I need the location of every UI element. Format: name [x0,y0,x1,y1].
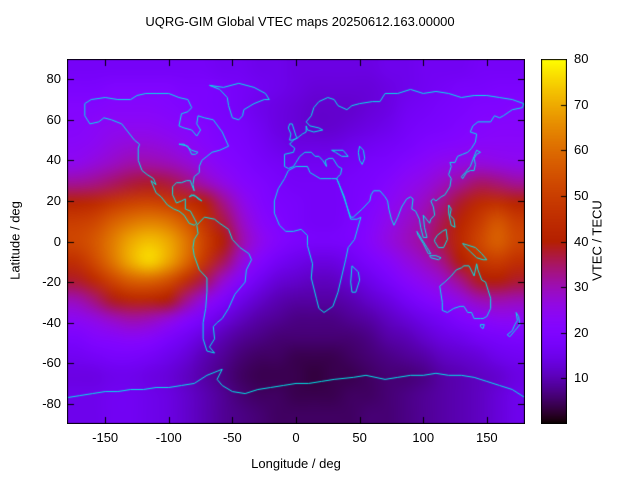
x-axis-label: Longitude / deg [251,456,341,471]
vtec-heatmap-canvas [67,59,525,424]
y-tick-label: -80 [42,395,61,411]
colorbar-canvas [541,59,567,424]
y-tick-label: -60 [42,355,61,371]
chart-title: UQRG-GIM Global VTEC maps 20250612.163.0… [145,14,455,29]
colorbar-tick-label: 50 [574,187,589,203]
y-axis-label: Latitude / deg [7,201,23,280]
y-tick-label: -20 [42,274,61,290]
x-tick-label: 50 [352,430,367,445]
x-tick-label: -100 [155,430,182,445]
colorbar-tick-label: 20 [574,324,589,340]
colorbar-tick-label: 30 [574,279,589,295]
y-tick-label: 40 [46,152,61,168]
colorbar-tick-label: 10 [574,370,589,386]
colorbar-tick-label: 60 [574,142,589,158]
y-tick-label: 60 [46,111,61,127]
x-tick-label: 100 [412,430,435,445]
x-tick-label: -50 [222,430,242,445]
y-tick-label: -40 [42,314,61,330]
colorbar-tick-label: 40 [574,233,589,249]
x-tick-label: -150 [92,430,119,445]
y-tick-label: 80 [46,71,61,87]
x-tick-label: 0 [292,430,300,445]
colorbar-tick-label: 70 [574,96,589,112]
y-tick-label: 0 [53,233,61,249]
x-tick-label: 150 [475,430,498,445]
y-tick-label: 20 [46,192,61,208]
colorbar-tick-label: 80 [574,51,589,66]
